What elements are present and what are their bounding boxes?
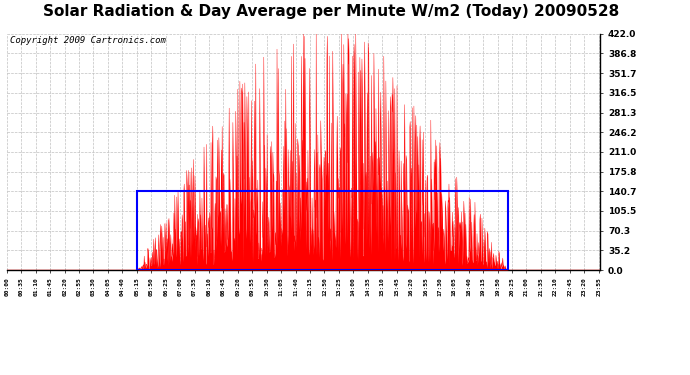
Text: Copyright 2009 Cartronics.com: Copyright 2009 Cartronics.com [10,36,166,45]
Text: Solar Radiation & Day Average per Minute W/m2 (Today) 20090528: Solar Radiation & Day Average per Minute… [43,4,620,19]
Bar [137,191,509,270]
